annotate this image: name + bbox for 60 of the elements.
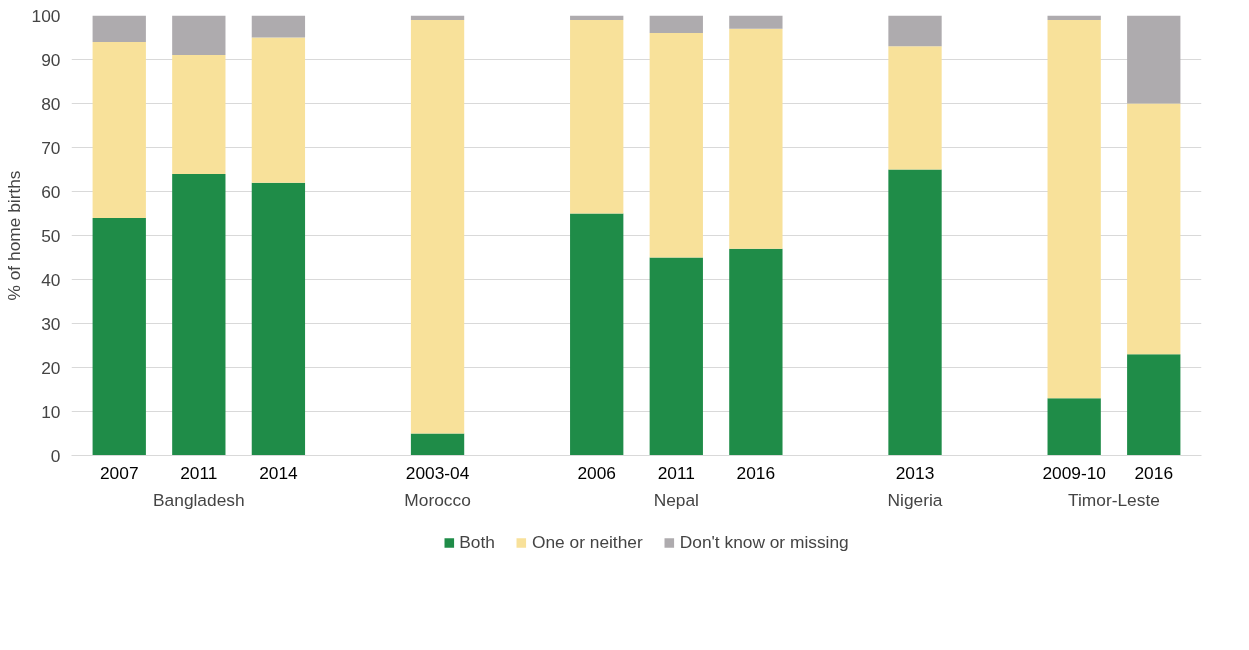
y-tick-label: 80 [41,93,61,114]
bar [92,217,146,456]
x-tick-label: 2011 [180,462,218,483]
y-tick-label: 40 [41,269,61,290]
bar [570,15,624,20]
bar [251,37,306,183]
bar [570,213,624,456]
bar [729,248,783,456]
bar [1047,398,1101,456]
x-tick-label: 2006 [577,462,616,483]
y-tick-label: 70 [41,137,61,158]
y-axis-title: % of home births [3,170,24,301]
legend-label: One or neither [531,531,643,553]
bar [172,173,226,456]
bar [1047,19,1101,399]
text: Nigeria [887,489,943,510]
bar [649,33,703,258]
bar [729,15,783,29]
y-tick-label: 90 [41,49,61,70]
y-tick-label: 60 [41,181,61,202]
x-tick-label: 2016 [736,462,776,483]
bar [251,15,306,38]
text: Morocco [404,489,471,510]
x-tick-label: 2003-04 [405,462,470,483]
x-tick-label: 2009-10 [1042,462,1106,483]
legend-label: Both [459,531,495,553]
bar [729,28,783,249]
bar [172,15,226,56]
bar [649,257,703,456]
x-tick-label: 2016 [1134,462,1174,483]
text: Timor-Leste [1068,489,1160,510]
x-tick-label: 2014 [259,462,299,483]
bar [410,433,465,456]
bar [410,19,465,434]
text: Bangladesh [153,489,245,510]
bar [1127,15,1181,104]
bar [172,55,226,174]
y-tick-label: 0 [50,445,61,466]
bar [1047,15,1101,20]
bar [410,15,465,20]
legend-label: Don't know or missing [679,531,849,553]
y-tick-label: 20 [41,357,61,378]
y-tick-label: 30 [41,313,61,334]
bar [570,19,624,214]
x-tick-label: 2007 [99,462,139,483]
y-tick-label: 100 [31,5,61,26]
bar [92,41,146,218]
bar [888,46,942,170]
x-tick-label: 2013 [895,462,935,483]
bar [649,15,703,34]
y-tick-label: 50 [41,225,61,246]
x-tick-label: 2011 [657,462,695,483]
bar [1127,103,1181,355]
y-tick-label: 10 [41,401,61,422]
bar [888,15,942,47]
bar [1127,354,1181,456]
text: Nepal [653,489,699,510]
bar [251,182,306,456]
bar [888,169,942,456]
bar [92,15,146,42]
